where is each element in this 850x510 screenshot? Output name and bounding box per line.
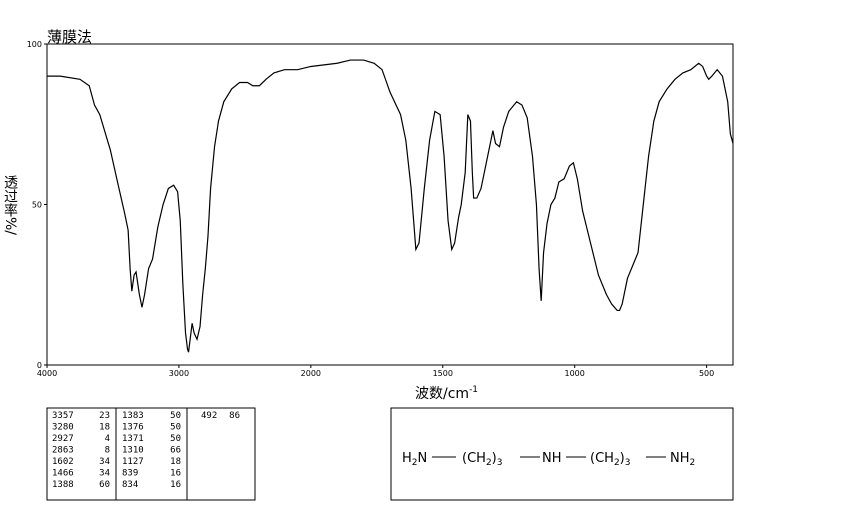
x-tick-label: 1000 xyxy=(565,369,585,378)
formula-text: (CH xyxy=(462,451,486,466)
peak-transmittance: 16 xyxy=(170,480,181,490)
x-tick-label: 4000 xyxy=(37,369,57,378)
peak-transmittance: 86 xyxy=(229,411,240,421)
peak-transmittance: 34 xyxy=(99,457,110,467)
peak-transmittance: 18 xyxy=(99,423,110,433)
formula-text: (CH xyxy=(590,451,614,466)
peak-transmittance: 50 xyxy=(170,423,181,433)
peak-transmittance: 34 xyxy=(99,469,110,479)
peak-wavenumber: 1383 xyxy=(122,411,144,421)
peak-wavenumber: 2863 xyxy=(52,446,74,456)
spectrum-line xyxy=(47,59,734,353)
formula-part: (CH2)3 xyxy=(590,451,630,468)
y-tick-label: 100 xyxy=(27,40,42,49)
peak-wavenumber: 1388 xyxy=(52,480,74,490)
x-axis-label-sup: -1 xyxy=(469,385,478,395)
x-tick-label: 3000 xyxy=(169,369,189,378)
peak-wavenumber: 3280 xyxy=(52,423,74,433)
x-tick-label: 500 xyxy=(699,369,714,378)
peak-wavenumber: 1371 xyxy=(122,434,144,444)
peak-wavenumber: 1602 xyxy=(52,457,74,467)
peak-transmittance: 50 xyxy=(170,411,181,421)
formula-text: H xyxy=(402,451,412,466)
peak-wavenumber: 3357 xyxy=(52,411,74,421)
formula: H2N (CH2)3 NH (CH2)3 NH2 xyxy=(402,451,695,468)
peak-table: 3357 23 3280 18 2927 4 2863 8 1602 34 1466 34 1388 60… xyxy=(52,411,240,490)
formula-sub: 2 xyxy=(486,458,492,468)
formula-sub: 3 xyxy=(625,458,631,468)
peak-transmittance: 8 xyxy=(105,446,110,456)
formula-part: NH2 xyxy=(670,451,695,468)
formula-text: ) xyxy=(620,451,625,466)
peak-wavenumber: 1376 xyxy=(122,423,144,433)
peak-transmittance: 16 xyxy=(170,469,181,479)
peak-wavenumber: 834 xyxy=(122,480,138,490)
peak-transmittance: 50 xyxy=(170,434,181,444)
x-tick-label: 2000 xyxy=(301,369,321,378)
y-tick-label: 0 xyxy=(37,361,42,370)
formula-text: N xyxy=(418,451,428,466)
formula-part: (CH2)3 xyxy=(462,451,502,468)
formula-frame xyxy=(390,407,734,501)
formula-sub: 2 xyxy=(690,458,696,468)
peak-transmittance: 66 xyxy=(170,446,181,456)
peak-wavenumber: 1127 xyxy=(122,457,144,467)
peak-transmittance: 18 xyxy=(170,457,181,467)
peak-transmittance: 60 xyxy=(99,480,110,490)
peak-wavenumber: 492 xyxy=(201,411,217,421)
formula-text: ) xyxy=(492,451,497,466)
peak-transmittance: 4 xyxy=(105,434,110,444)
peak-wavenumber: 1310 xyxy=(122,446,144,456)
x-axis-label-main: 波数/cm xyxy=(415,386,469,402)
peak-wavenumber: 2927 xyxy=(52,434,74,444)
formula-sub: 2 xyxy=(412,458,418,468)
peak-wavenumber: 839 xyxy=(122,469,138,479)
peak-table-frame xyxy=(46,407,256,501)
formula-sub: 3 xyxy=(497,458,503,468)
formula-text: NH xyxy=(670,451,690,466)
formula-part: H2N xyxy=(402,451,427,468)
formula-part: NH xyxy=(542,451,562,466)
y-tick-label: 50 xyxy=(32,201,42,210)
chart-title: 薄膜法 xyxy=(47,28,92,46)
peak-wavenumber: 1466 xyxy=(52,469,74,479)
formula-sub: 2 xyxy=(614,458,620,468)
x-tick-label: 1500 xyxy=(433,369,453,378)
x-axis-label: 波数/cm-1 xyxy=(415,385,478,402)
y-axis-label: 透过率%/ xyxy=(2,175,18,235)
peak-transmittance: 23 xyxy=(99,411,110,421)
